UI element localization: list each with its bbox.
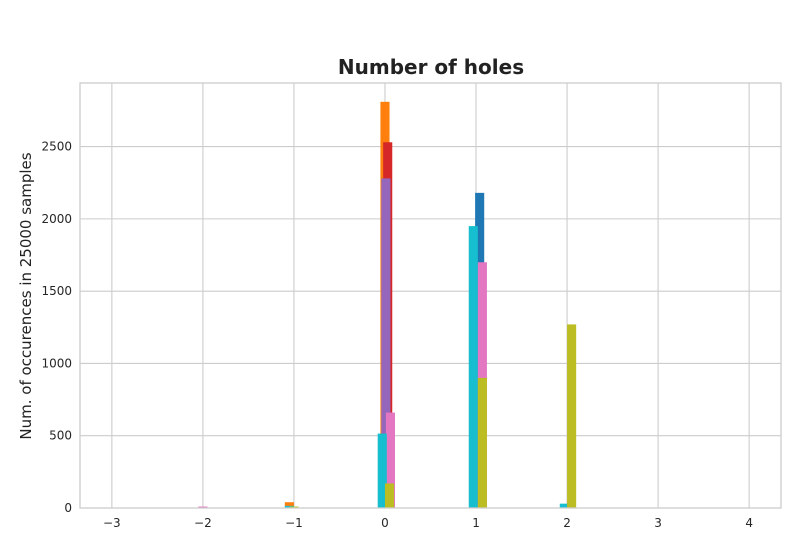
x-tick-label: 3: [654, 516, 662, 530]
y-tick-label: 2000: [41, 212, 72, 226]
histogram-bar: [284, 502, 294, 508]
grid-lines: [80, 83, 781, 509]
plot-frame: [79, 82, 782, 509]
y-tick-label: 1000: [41, 356, 72, 370]
histogram-bar: [468, 226, 478, 508]
x-tick-label: 4: [745, 516, 753, 530]
x-tick-labels: −3 −2 −1 0 1 2 3 4: [103, 516, 753, 530]
x-tick-label: −3: [103, 516, 121, 530]
histogram-bar: [477, 377, 487, 508]
x-tick-label: −1: [285, 516, 303, 530]
histogram-bar: [384, 483, 395, 508]
histogram-bar: [559, 503, 569, 508]
y-axis-label: Num. of occurences in 25000 samples: [17, 152, 35, 439]
chart-title: Number of holes: [338, 55, 524, 79]
y-tick-labels: 0 500 1000 1500 2000 2500: [41, 140, 72, 515]
histogram-bar: [198, 506, 208, 508]
x-tick-label: −2: [194, 516, 212, 530]
y-tick-label: 500: [49, 429, 72, 443]
histogram-bar: [377, 433, 387, 508]
x-tick-label: 1: [472, 516, 480, 530]
y-tick-label: 0: [64, 501, 72, 515]
bars: [198, 101, 577, 509]
y-tick-label: 2500: [41, 140, 72, 154]
x-tick-label: 0: [381, 516, 389, 530]
histogram-bar: [385, 412, 395, 508]
y-tick-label: 1500: [41, 284, 72, 298]
histogram-bar: [289, 506, 299, 508]
histogram-bar: [567, 324, 577, 508]
histogram-bar: [381, 178, 391, 509]
x-tick-label: 2: [563, 516, 571, 530]
